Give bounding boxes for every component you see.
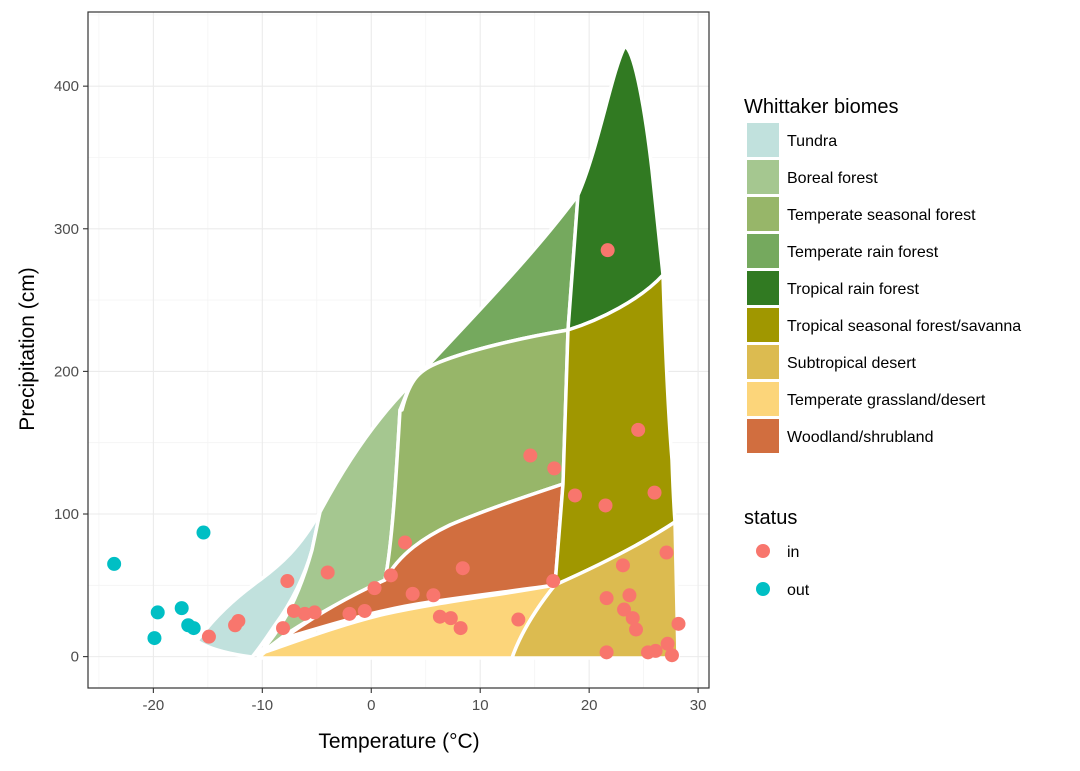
point-in	[426, 588, 441, 603]
point-in	[320, 565, 335, 580]
biome-legend-title: Whittaker biomes	[744, 96, 899, 118]
legend-label-biome: Boreal forest	[787, 170, 878, 187]
legend-label-biome: Tropical seasonal forest/savanna	[787, 318, 1021, 335]
legend-swatch-biome	[747, 271, 779, 305]
point-in	[629, 622, 644, 637]
legend-marker-status	[756, 582, 770, 596]
point-in	[383, 568, 398, 583]
y-tick-label: 0	[71, 649, 79, 666]
point-in	[567, 488, 582, 503]
point-in	[631, 422, 646, 437]
point-out	[107, 556, 122, 571]
legend-label-biome: Temperate grassland/desert	[787, 392, 986, 409]
legend-label-biome: Temperate rain forest	[787, 244, 939, 261]
point-in	[280, 574, 295, 589]
legend-label-status: out	[787, 582, 810, 599]
point-in	[660, 636, 675, 651]
point-in	[547, 461, 562, 476]
point-in	[297, 606, 312, 621]
legend-label-biome: Temperate seasonal forest	[787, 207, 976, 224]
y-tick-label: 300	[54, 221, 79, 238]
legend-label-biome: Woodland/shrubland	[787, 429, 933, 446]
point-in	[228, 618, 243, 633]
point-in	[671, 616, 686, 631]
legend-swatch-biome	[747, 234, 779, 268]
status-legend-title: status	[744, 507, 797, 529]
x-tick-label: 30	[690, 697, 707, 714]
point-out	[174, 601, 189, 616]
point-out	[186, 621, 201, 636]
x-axis-title: Temperature (°C)	[318, 730, 479, 753]
legend-swatch-biome	[747, 160, 779, 194]
point-in	[511, 612, 526, 627]
status-legend: status in out	[744, 507, 810, 599]
x-tick-label: -10	[251, 697, 273, 714]
point-out	[150, 605, 165, 620]
point-out	[147, 631, 162, 646]
point-in	[546, 574, 561, 589]
legend-swatch-biome	[747, 382, 779, 416]
point-in	[432, 609, 447, 624]
x-axis: -20 -10 0 10 20 30	[143, 688, 707, 714]
point-in	[640, 645, 655, 660]
x-tick-label: -20	[143, 697, 165, 714]
plot-panel-border	[87, 11, 710, 689]
x-tick-label: 20	[581, 697, 598, 714]
point-in	[276, 621, 291, 636]
point-in	[622, 588, 637, 603]
x-tick-label: 0	[367, 697, 375, 714]
point-in	[617, 602, 632, 617]
x-tick-label: 10	[472, 697, 489, 714]
legend-marker-status	[756, 544, 770, 558]
y-tick-label: 200	[54, 363, 79, 380]
legend-label-biome: Subtropical desert	[787, 355, 917, 372]
point-in	[453, 621, 468, 636]
point-in	[598, 498, 613, 513]
point-in	[625, 611, 640, 626]
point-in	[342, 606, 357, 621]
biome-legend: Whittaker biomes Tundra Boreal forest Temp…	[744, 96, 1021, 453]
point-in	[398, 535, 413, 550]
point-in	[523, 448, 538, 463]
point-in	[367, 581, 382, 596]
point-in	[599, 645, 614, 660]
point-in	[405, 586, 420, 601]
legend-swatch-biome	[747, 123, 779, 157]
point-in	[286, 603, 301, 618]
legend-label-biome: Tundra	[787, 133, 837, 150]
y-axis: 0 100 200 300 400	[54, 78, 88, 666]
point-in	[647, 485, 662, 500]
point-in	[600, 243, 615, 258]
legend-swatch-biome	[747, 345, 779, 379]
biome-regions	[195, 44, 680, 660]
legend-label-biome: Tropical rain forest	[787, 281, 919, 298]
y-tick-label: 100	[54, 506, 79, 523]
point-in	[664, 648, 679, 663]
point-in	[659, 545, 674, 560]
legend-swatch-biome	[747, 419, 779, 453]
point-in	[599, 591, 614, 606]
point-in	[201, 629, 216, 644]
legend-label-status: in	[787, 544, 799, 561]
y-tick-label: 400	[54, 78, 79, 95]
point-in	[443, 611, 458, 626]
point-out	[196, 525, 211, 540]
legend-swatch-biome	[747, 197, 779, 231]
point-in	[455, 561, 470, 576]
y-axis-title: Precipitation (cm)	[16, 267, 39, 430]
data-points	[107, 243, 686, 663]
point-in	[357, 603, 372, 618]
point-in	[615, 558, 630, 573]
legend-swatch-biome	[747, 308, 779, 342]
